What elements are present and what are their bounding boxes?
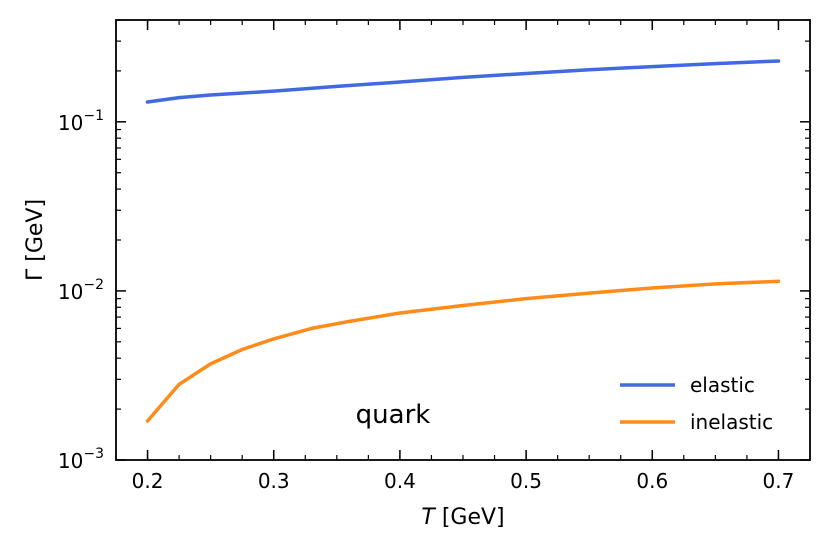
y-axis-label-symbol: Γ xyxy=(23,268,48,281)
x-tick-label: 0.5 xyxy=(510,469,542,493)
legend: elastic inelastic xyxy=(620,373,773,434)
y-tick-label: 10−2 xyxy=(58,277,104,304)
x-tick-label: 0.7 xyxy=(763,469,795,493)
y-tick-label: 10−3 xyxy=(58,446,104,473)
x-axis-label-unit: [GeV] xyxy=(442,505,505,530)
legend-label-inelastic: inelastic xyxy=(690,410,773,434)
plot-frame xyxy=(115,19,811,461)
x-axis-label-symbol: T xyxy=(421,505,436,530)
x-tick-label: 0.6 xyxy=(636,469,668,493)
x-tick-label: 0.3 xyxy=(258,469,290,493)
legend-label-elastic: elastic xyxy=(690,373,755,397)
series-lines xyxy=(145,59,781,423)
y-axis-label-unit: [GeV] xyxy=(23,199,48,262)
x-axis-label: T [GeV] xyxy=(421,505,504,530)
x-tick-label: 0.2 xyxy=(132,469,164,493)
series-line-elastic xyxy=(145,59,781,104)
series-line-inelastic xyxy=(145,279,781,423)
y-axis-label: Γ [GeV] xyxy=(23,199,48,281)
annotation-quark: quark xyxy=(356,400,431,430)
tick-labels: 0.2 0.3 0.4 0.5 0.6 0.7 10−1 10−2 10−3 xyxy=(58,108,794,493)
y-tick-label: 10−1 xyxy=(58,108,104,135)
x-tick-label: 0.4 xyxy=(384,469,416,493)
